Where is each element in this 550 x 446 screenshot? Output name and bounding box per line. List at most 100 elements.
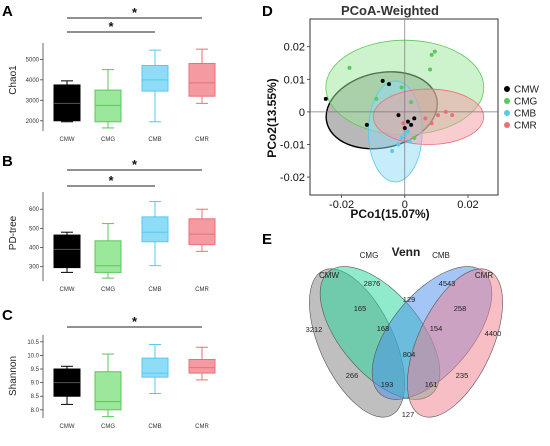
- legend-label-cmb: CMB: [514, 109, 537, 120]
- point-cmw: [405, 119, 410, 124]
- significance-star: *: [108, 19, 114, 34]
- box-y-tick-label: 8.5: [31, 394, 40, 400]
- point-cmw: [402, 126, 407, 131]
- point-cmg: [428, 67, 433, 72]
- point-cmw: [409, 122, 414, 127]
- box-panel-c: 8.0 8.5 9.0 9.5 10.0 10.5 CMW CMG CMB CMR *: [27, 314, 216, 430]
- point-cmb: [396, 142, 401, 147]
- box-iqr: [141, 65, 169, 92]
- box-iqr: [94, 240, 122, 273]
- point-cmg: [412, 135, 417, 140]
- point-cmr: [401, 121, 406, 126]
- box-cmr: CMR: [188, 346, 216, 430]
- point-cmb: [390, 149, 395, 153]
- venn-set-label-cmw: CMW: [319, 271, 339, 280]
- point-cmr: [429, 121, 434, 126]
- box-y-tick-label: 4000: [26, 78, 40, 84]
- venn-region-count: 161: [425, 380, 438, 389]
- legend-label-cmw: CMW: [514, 85, 540, 96]
- ellipse-cmr: [372, 88, 485, 145]
- venn-region-count: 266: [346, 371, 359, 380]
- point-cmw: [412, 116, 417, 121]
- point-cmb: [402, 132, 407, 137]
- box-y-tick-label: 600: [29, 207, 40, 213]
- box-x-tick-label: CMB: [148, 287, 161, 293]
- box-iqr: [188, 218, 216, 246]
- box-x-tick-label: CMW: [60, 424, 75, 430]
- pcoa-y-tick-label: -0.02: [280, 172, 305, 184]
- point-cmr: [423, 116, 428, 121]
- box-cmw: CMW: [53, 365, 81, 430]
- box-y-tick-label: 8.0: [31, 408, 40, 414]
- legend-marker-cmg: [504, 98, 510, 104]
- point-cmg: [409, 100, 414, 105]
- pcoa-y-tick-label: 0: [299, 107, 305, 119]
- box-x-tick-label: CMR: [195, 424, 209, 430]
- venn-region-count: 129: [403, 295, 416, 304]
- significance-star: *: [108, 173, 114, 188]
- box-x-tick-label: CMW: [60, 287, 75, 293]
- box-y-tick-label: 500: [29, 226, 40, 232]
- box-cmg: CMG: [94, 69, 122, 143]
- box-y-tick-label: 3000: [26, 98, 40, 104]
- venn-region-count: 168: [377, 324, 390, 333]
- venn-region-count: 2876: [364, 279, 381, 288]
- box-y-tick-label: 10.5: [27, 340, 39, 346]
- venn-region-count: 4543: [439, 279, 456, 288]
- pcoa-title: PCoA-Weighted: [341, 3, 439, 18]
- venn-set-label-cmr: CMR: [475, 271, 493, 280]
- point-cmb: [407, 139, 412, 144]
- box-b-ylabel: PD-tree: [8, 215, 19, 250]
- box-cmb: CMB: [141, 201, 169, 293]
- box-y-tick-label: 300: [29, 265, 40, 271]
- pcoa-plot: -0.02 0 0.02 -0.02 -0.01 0 0.01 0.02 CMWCMGCMBCM…: [280, 18, 540, 211]
- box-cmg: CMG: [94, 353, 122, 430]
- point-cmr: [443, 109, 448, 114]
- box-x-tick-label: CMG: [101, 137, 115, 143]
- box-x-tick-label: CMB: [148, 424, 161, 430]
- venn-region-count: 804: [403, 350, 416, 359]
- box-x-tick-label: CMG: [101, 287, 115, 293]
- box-cmr: CMR: [188, 48, 216, 143]
- box-y-tick-label: 9.0: [31, 381, 40, 387]
- point-cmw: [396, 113, 401, 118]
- box-iqr: [188, 358, 216, 374]
- panel-label-a: A: [2, 3, 13, 20]
- point-cmr: [435, 113, 440, 118]
- venn-ellipse-cmr: [407, 268, 503, 418]
- box-iqr: [141, 357, 169, 378]
- point-cmb: [399, 135, 404, 140]
- panel-label-e: E: [262, 231, 272, 248]
- box-cmb: CMB: [141, 49, 169, 143]
- venn-set-label-cmg: CMG: [360, 251, 379, 260]
- box-cmw: CMW: [53, 231, 81, 293]
- significance-star: *: [132, 5, 138, 20]
- pcoa-x-tick-label: 0: [402, 199, 408, 211]
- pcoa-xlabel: PCo1(15.07%): [350, 207, 429, 221]
- box-cmb: CMB: [141, 344, 169, 430]
- point-cmw: [323, 96, 328, 101]
- venn-title: Venn: [392, 245, 421, 259]
- point-cmw: [386, 82, 391, 87]
- box-iqr: [188, 62, 216, 97]
- box-panel-b: 300 400 500 600 CMW CMG CMB CMR * *: [29, 157, 216, 293]
- box-iqr: [53, 234, 81, 269]
- legend-marker-cmw: [504, 86, 510, 92]
- venn-set-label-cmb: CMB: [432, 251, 450, 260]
- legend-marker-cmr: [504, 122, 510, 128]
- legend-label-cmg: CMG: [514, 97, 538, 108]
- box-iqr: [94, 89, 122, 123]
- point-cmr: [450, 113, 455, 118]
- pcoa-y-tick-label: -0.01: [280, 139, 305, 151]
- point-cmg: [399, 85, 404, 90]
- box-iqr: [94, 371, 122, 411]
- point-cmb: [405, 129, 410, 134]
- box-iqr: [141, 216, 169, 243]
- legend-label-cmr: CMR: [514, 121, 537, 132]
- significance-star: *: [132, 157, 138, 172]
- venn-region-count: 165: [354, 304, 367, 313]
- box-x-tick-label: CMR: [195, 287, 209, 293]
- venn-region-count: 235: [456, 371, 469, 380]
- venn-region-count: 258: [454, 304, 467, 313]
